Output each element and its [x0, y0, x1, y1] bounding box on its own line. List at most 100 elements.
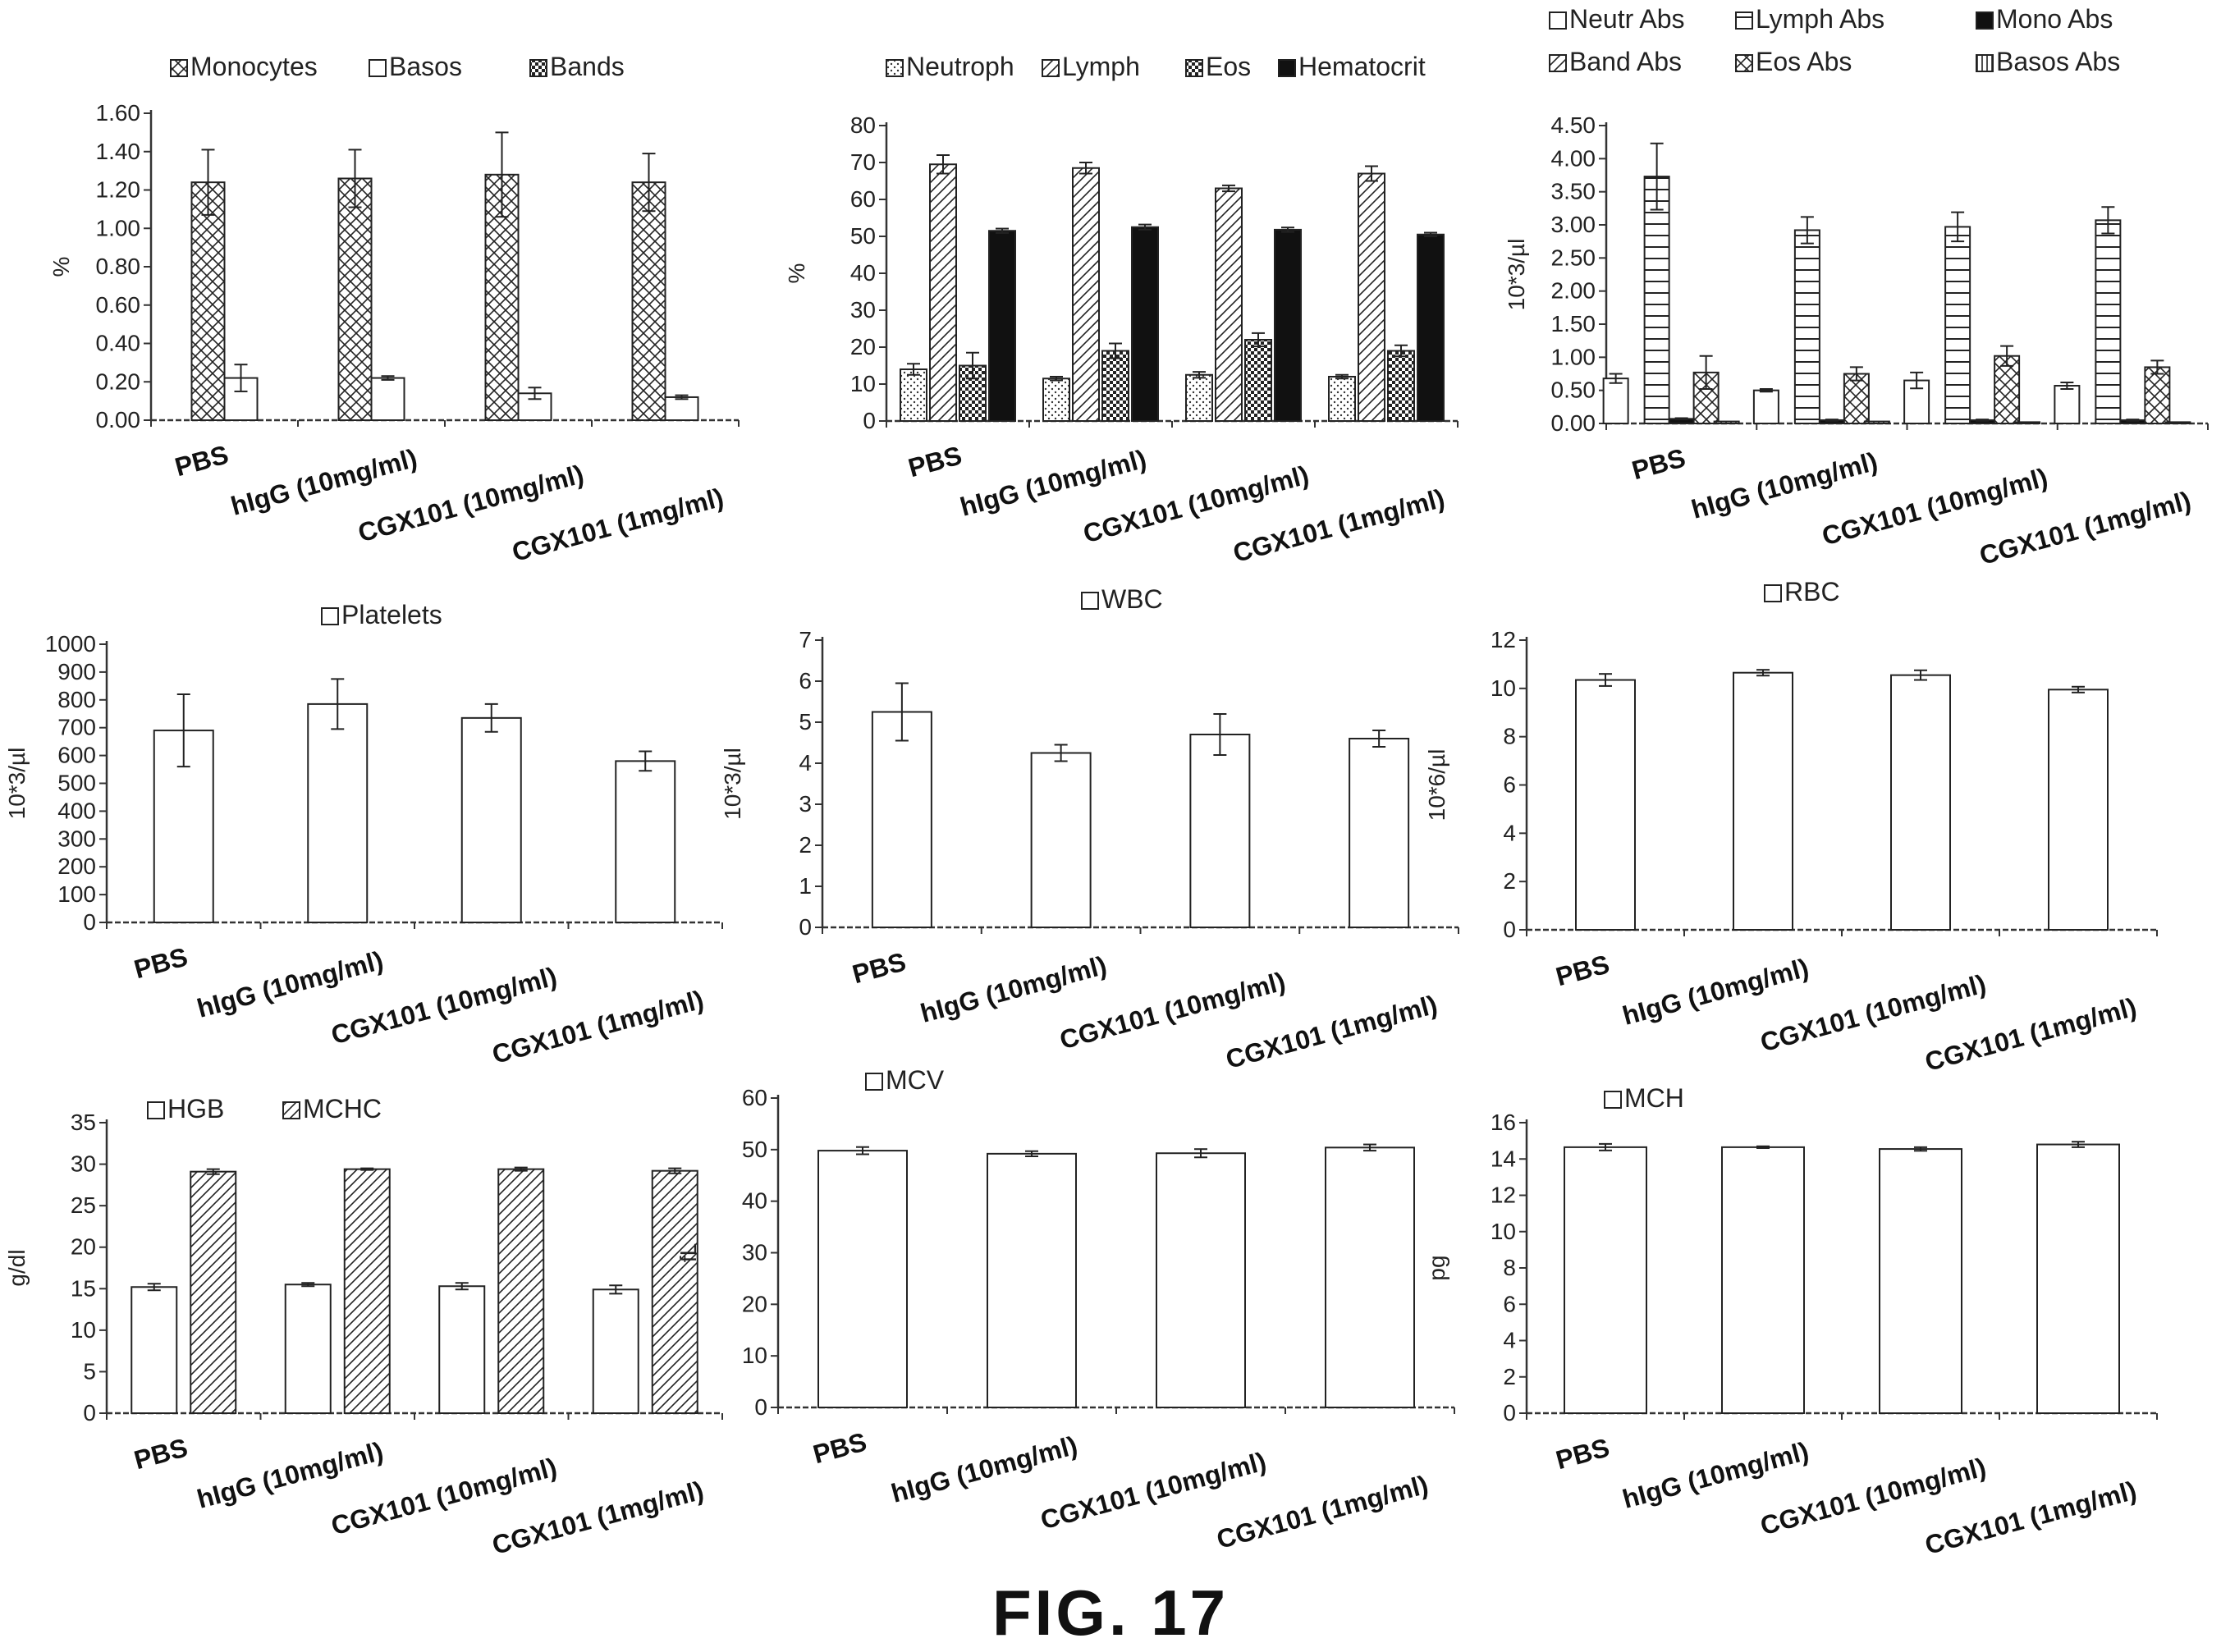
legend-swatch — [1549, 54, 1567, 72]
legend-swatch — [1976, 54, 1994, 72]
bar — [370, 377, 405, 422]
bar — [1328, 376, 1356, 422]
y-tick-label: 6 — [1503, 1291, 1516, 1316]
legend-label: Eos Abs — [1756, 47, 1852, 76]
y-tick-label: 8 — [1503, 724, 1516, 749]
bar — [497, 1168, 545, 1414]
y-tick-label: 16 — [1491, 1110, 1516, 1135]
y-tick-label: 10 — [850, 371, 876, 396]
y-axis-label: 10*6/µl — [1424, 749, 1449, 821]
y-tick-label: 50 — [850, 223, 876, 249]
y-tick-label: 100 — [57, 881, 96, 907]
legend-swatch — [1735, 54, 1753, 72]
y-tick-label: 10 — [742, 1343, 767, 1368]
y-tick-label: 60 — [742, 1085, 767, 1110]
legend-label: Eos — [1206, 52, 1251, 81]
y-tick-label: 0.60 — [96, 292, 141, 318]
y-tick-label: 2.50 — [1551, 245, 1596, 270]
bar — [900, 368, 927, 422]
chart-mcv: 0 10 20 30 40 50 60 fL PBS hIgG (10mg/ml) CGX101 (… — [675, 1065, 1455, 1554]
category-label: hIgG (10mg/ml) — [1619, 1436, 1811, 1514]
bar — [2144, 366, 2171, 424]
legend-label: Lymph — [1062, 52, 1140, 81]
legend-swatch — [886, 59, 904, 77]
legend-swatch — [1735, 11, 1753, 30]
y-tick-label: 3.00 — [1551, 212, 1596, 237]
bar — [817, 1150, 908, 1408]
category-label: CGX101 (1mg/ml) — [1214, 1470, 1431, 1554]
bar — [284, 1284, 332, 1414]
y-tick-label: 1.50 — [1551, 311, 1596, 336]
y-tick-label: 900 — [57, 659, 96, 684]
y-tick-label: 0.50 — [1551, 378, 1596, 403]
y-tick-label: 30 — [742, 1240, 767, 1265]
bar — [1564, 1146, 1647, 1415]
legend-swatch — [321, 607, 339, 625]
legend-label: Mono Abs — [1996, 4, 2113, 34]
y-tick-label: 4.50 — [1551, 112, 1596, 138]
bar — [1752, 389, 1779, 424]
y-tick-label: 8 — [1503, 1255, 1516, 1280]
category-label: hIgG (10mg/ml) — [918, 950, 1110, 1028]
legend-swatch — [529, 59, 547, 77]
category-label: PBS — [172, 439, 231, 482]
y-tick-label: 0.20 — [96, 368, 141, 394]
y-axis-label: g/dl — [4, 1249, 30, 1286]
category-label: PBS — [1553, 949, 1613, 991]
y-tick-label: 4 — [799, 750, 812, 776]
bar — [1387, 350, 1415, 422]
bar — [1156, 1152, 1246, 1409]
y-tick-label: 3.50 — [1551, 179, 1596, 204]
category-label: hIgG (10mg/ml) — [888, 1430, 1080, 1508]
category-label: PBS — [131, 941, 190, 984]
y-tick-label: 2.00 — [1551, 278, 1596, 304]
legend-label: Basos — [389, 52, 462, 81]
y-tick-label: 5 — [83, 1358, 96, 1384]
bar — [460, 716, 522, 924]
y-tick-label: 1.40 — [96, 139, 141, 164]
legend-swatch — [170, 59, 188, 77]
bar — [871, 711, 932, 928]
category-label: PBS — [131, 1432, 190, 1475]
y-axis-label: 10*3/µl — [4, 748, 30, 820]
y-tick-label: 6 — [1503, 772, 1516, 798]
bar — [664, 396, 699, 422]
bar — [1215, 187, 1243, 422]
y-tick-label: 10 — [1491, 675, 1516, 701]
bar — [1721, 1146, 1805, 1415]
bar — [1713, 420, 1740, 425]
y-tick-label: 0.00 — [96, 407, 141, 432]
y-axis-label: fL — [675, 1243, 701, 1262]
y-tick-label: 1 — [799, 873, 812, 899]
bar — [337, 177, 373, 421]
y-tick-label: 0.40 — [96, 331, 141, 356]
bar — [2095, 219, 2122, 424]
bar — [1994, 355, 2021, 424]
category-label: PBS — [1553, 1432, 1613, 1475]
bar — [1185, 373, 1213, 422]
bar — [631, 181, 666, 421]
y-tick-label: 14 — [1491, 1146, 1516, 1171]
bar — [929, 163, 957, 422]
y-axis-label: 10*3/µl — [720, 748, 745, 820]
bar — [651, 1169, 698, 1414]
y-tick-label: 1.00 — [96, 215, 141, 240]
legend-label: WBC — [1101, 584, 1163, 614]
bar — [1843, 373, 1870, 424]
bar — [1189, 734, 1251, 928]
bar — [988, 230, 1016, 422]
y-tick-label: 7 — [799, 627, 812, 652]
legend-swatch — [1042, 59, 1060, 77]
y-tick-label: 4.00 — [1551, 145, 1596, 171]
category-label: hIgG (10mg/ml) — [194, 945, 386, 1023]
bar — [2014, 421, 2041, 424]
y-tick-label: 25 — [71, 1192, 96, 1218]
bar — [1072, 167, 1100, 422]
legend-label: Bands — [550, 52, 625, 81]
y-tick-label: 0 — [83, 1400, 96, 1425]
chart-differential-percent: 0.00 0.20 0.40 0.60 0.80 1.00 1.20 1.40 1.60% PBS… — [48, 52, 740, 567]
y-tick-label: 10 — [71, 1317, 96, 1343]
legend-label: MCH — [1624, 1083, 1684, 1113]
